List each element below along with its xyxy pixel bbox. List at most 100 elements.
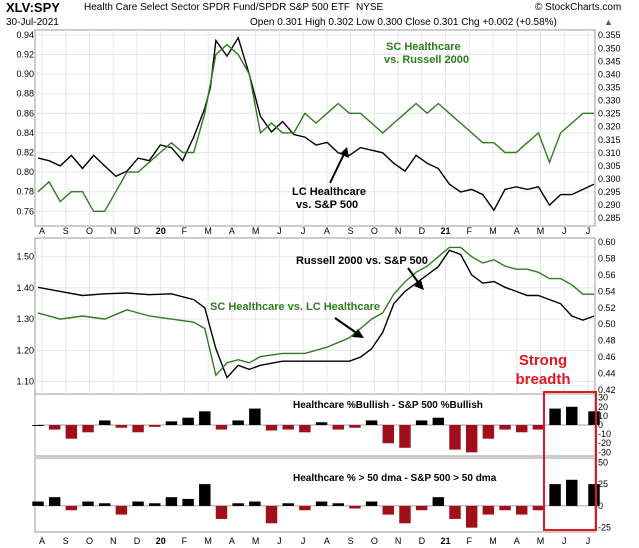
month-label-top-1: S — [63, 226, 69, 236]
annot-sc-lc-arrow — [334, 317, 359, 335]
breadth-bar-2-4 — [98, 420, 111, 425]
right-tick-0-6: 0.315 — [598, 135, 621, 145]
strong-breadth-box — [543, 391, 597, 531]
bullish-panel-title: Healthcare %Bullish - S&P 500 %Bullish — [293, 400, 483, 411]
breadth-bar-3-26 — [465, 505, 478, 528]
right-tick-0-11: 0.340 — [598, 69, 621, 79]
month-label-top-17: 21 — [441, 226, 451, 236]
right-tick-2-3: 0 — [598, 420, 603, 430]
annot-lc-sp-line2: vs. S&P 500 — [296, 199, 358, 211]
series-line-1-0 — [37, 249, 595, 379]
month-label-top-8: A — [229, 226, 235, 236]
axis-ticks: A A S S O O N N D D 20 20 F F M M A A M M J J J J A A S S O O N N D D 21 21… — [16, 30, 620, 546]
right-tick-0-1: 0.290 — [598, 200, 621, 210]
month-label-bottom-8: A — [229, 536, 235, 546]
breadth-bar-2-1 — [48, 425, 61, 430]
left-tick-1-0: 1.10 — [16, 377, 34, 387]
month-label-top-4: D — [134, 226, 141, 236]
left-tick-0-2: 0.80 — [16, 167, 34, 177]
up-arrow-icon: ▲ — [604, 17, 613, 27]
breadth-bar-3-10 — [199, 484, 211, 506]
breadth-bar-3-18 — [332, 503, 344, 506]
breadth-bar-3-31 — [549, 484, 561, 506]
month-label-top-3: N — [110, 226, 117, 236]
right-tick-0-12: 0.345 — [598, 56, 621, 66]
right-tick-0-2: 0.295 — [598, 187, 621, 197]
left-tick-1-1: 1.20 — [16, 345, 34, 355]
right-tick-1-2: 0.46 — [598, 352, 616, 362]
month-label-bottom-0: A — [39, 536, 45, 546]
right-tick-0-8: 0.325 — [598, 109, 621, 119]
month-label-bottom-23: J — [586, 536, 591, 546]
right-tick-1-3: 0.48 — [598, 336, 616, 346]
dma-panel-title: Healthcare % > 50 dma - S&P 500 > 50 dma — [293, 473, 497, 484]
month-label-bottom-3: N — [110, 536, 117, 546]
annot-russell-sp: Russell 2000 vs. S&P 500 — [296, 255, 428, 267]
right-tick-3-0: -25 — [598, 523, 611, 533]
breadth-bar-2-19 — [349, 425, 361, 428]
breadth-bar-2-30 — [532, 425, 545, 430]
right-tick-0-7: 0.320 — [598, 122, 621, 132]
right-tick-2-0: -30 — [598, 447, 611, 457]
breadth-bar-2-29 — [515, 425, 528, 433]
month-label-bottom-22: J — [562, 536, 567, 546]
right-tick-1-0: 0.42 — [598, 385, 616, 395]
month-label-bottom-16: D — [419, 536, 426, 546]
left-tick-1-3: 1.40 — [16, 283, 34, 293]
breadth-bar-3-22 — [399, 505, 411, 524]
annot-sc-lc: SC Healthcare vs. LC Healthcare — [210, 301, 380, 313]
breadth-bar-2-17 — [315, 422, 328, 425]
breadth-bar-2-31 — [549, 408, 561, 425]
right-tick-1-8: 0.58 — [598, 254, 616, 264]
breadth-bar-2-24 — [432, 417, 445, 425]
right-tick-1-4: 0.50 — [598, 319, 616, 329]
month-label-bottom-11: J — [301, 536, 306, 546]
right-tick-0-5: 0.310 — [598, 148, 621, 158]
left-tick-0-5: 0.86 — [16, 108, 34, 118]
breadth-bar-2-22 — [399, 425, 411, 448]
breadth-bar-3-24 — [432, 497, 445, 506]
breadth-bar-2-15 — [282, 425, 294, 430]
month-label-top-23: J — [586, 226, 591, 236]
month-label-bottom-21: M — [537, 536, 545, 546]
month-label-top-0: A — [39, 226, 45, 236]
annot-lc-arrow — [329, 151, 346, 184]
breadth-bar-3-0 — [32, 501, 44, 506]
right-tick-3-1: 0 — [598, 501, 603, 511]
callout-line2: breadth — [515, 371, 570, 388]
top-panel-frame — [34, 29, 596, 227]
breadth-bar-3-25 — [449, 505, 461, 519]
annot-sc-lc-arrowhead-icon — [352, 329, 364, 338]
right-tick-0-14: 0.355 — [598, 30, 621, 40]
left-tick-1-4: 1.50 — [16, 252, 34, 262]
breadth-bar-2-12 — [232, 420, 244, 425]
right-tick-2-6: 30 — [598, 393, 608, 403]
breadth-bar-3-27 — [482, 505, 495, 515]
breadth-bar-3-29 — [515, 505, 528, 515]
breadth-bar-3-11 — [215, 505, 228, 519]
month-label-bottom-6: F — [182, 536, 188, 546]
month-label-bottom-13: S — [348, 536, 354, 546]
month-label-top-9: M — [252, 226, 260, 236]
breadth-bar-2-27 — [482, 425, 495, 439]
right-tick-3-3: 50 — [598, 457, 608, 467]
breadth-bars — [32, 406, 600, 528]
month-label-bottom-9: M — [252, 536, 260, 546]
breadth-bar-2-0 — [32, 425, 44, 426]
month-label-bottom-14: O — [371, 536, 378, 546]
series-line-0-1 — [37, 43, 594, 213]
month-label-bottom-7: M — [204, 536, 212, 546]
right-tick-1-5: 0.52 — [598, 303, 616, 313]
month-label-top-5: 20 — [156, 226, 166, 236]
right-tick-0-9: 0.330 — [598, 96, 621, 106]
series-lines — [37, 36, 595, 379]
breadth-bar-3-9 — [182, 498, 194, 506]
month-label-top-22: J — [562, 226, 567, 236]
right-tick-2-2: -10 — [598, 429, 611, 439]
breadth-bar-3-2 — [65, 505, 78, 511]
breadth-bar-2-9 — [182, 417, 194, 425]
breadth-bar-3-3 — [82, 501, 94, 506]
month-label-top-18: F — [467, 226, 473, 236]
annot-russell-arrow — [407, 267, 421, 286]
